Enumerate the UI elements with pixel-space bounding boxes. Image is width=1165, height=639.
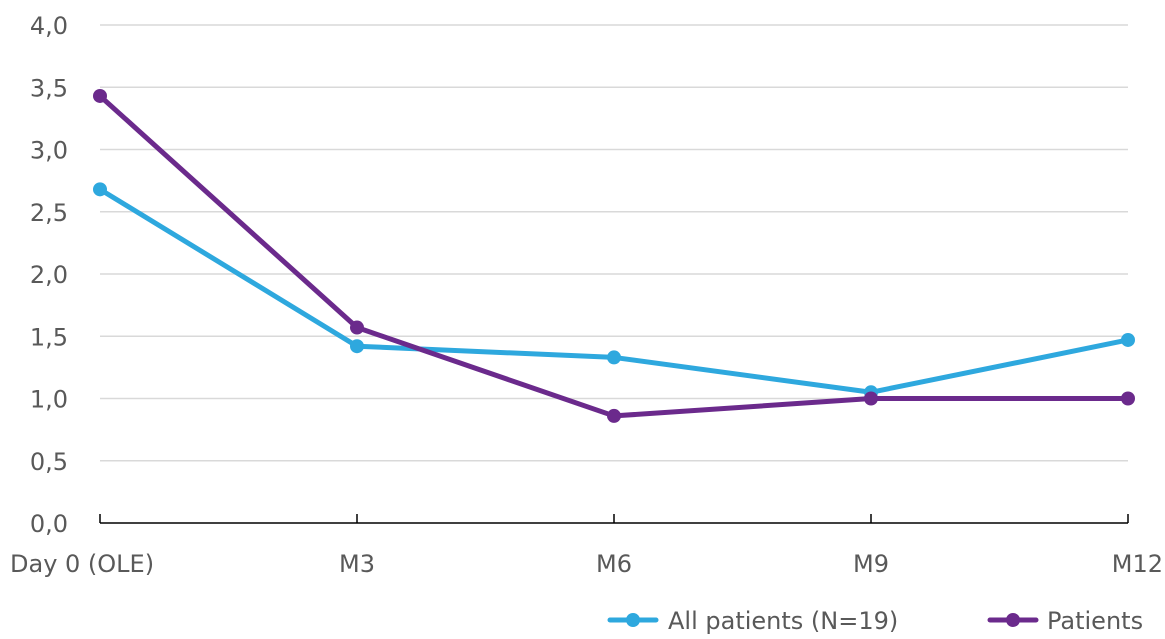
legend: All patients (N=19) Patients xyxy=(607,607,1143,635)
x-axis xyxy=(99,514,1129,524)
data-point xyxy=(607,350,621,365)
series xyxy=(93,88,1135,423)
y-tick-label: 1,0 xyxy=(30,386,68,414)
x-tick-label: M9 xyxy=(853,550,889,578)
x-tick-label: M3 xyxy=(339,550,375,578)
legend-item: All patients (N=19) xyxy=(607,607,898,635)
legend-label: All patients (N=19) xyxy=(668,607,898,635)
y-axis-tick-labels: 0,0 0,5 1,0 1,5 2,0 2,5 3,0 3,5 4,0 xyxy=(30,12,68,538)
y-tick-label: 2,0 xyxy=(30,261,68,289)
data-point xyxy=(93,88,107,103)
data-point xyxy=(1121,391,1135,406)
y-tick-label: 3,5 xyxy=(30,74,68,102)
series-line xyxy=(97,93,1131,419)
y-tick-label: 0,0 xyxy=(30,510,68,538)
y-tick-label: 2,5 xyxy=(30,199,68,227)
x-axis-tick-labels: Day 0 (OLE) M3 M6 M9 M12 xyxy=(10,550,1163,578)
legend-swatch-marker xyxy=(1006,613,1020,627)
data-point xyxy=(350,320,364,335)
x-tick-label: M6 xyxy=(596,550,632,578)
data-point xyxy=(607,408,621,423)
gridlines xyxy=(100,24,1128,462)
series-1 xyxy=(93,88,1135,423)
x-tick-label: Day 0 (OLE) xyxy=(10,550,154,578)
legend-item: Patients xyxy=(987,607,1143,635)
y-tick-label: 1,5 xyxy=(30,323,68,351)
data-point xyxy=(864,391,878,406)
legend-label: Patients xyxy=(1047,607,1143,635)
data-point xyxy=(93,182,107,197)
y-tick-label: 0,5 xyxy=(30,448,68,476)
series-0 xyxy=(93,182,1135,400)
data-point xyxy=(1121,332,1135,347)
x-tick-label: M12 xyxy=(1112,550,1163,578)
data-point xyxy=(350,339,364,354)
legend-swatch-marker xyxy=(626,613,640,627)
y-tick-label: 4,0 xyxy=(30,12,68,40)
y-tick-label: 3,0 xyxy=(30,137,68,165)
